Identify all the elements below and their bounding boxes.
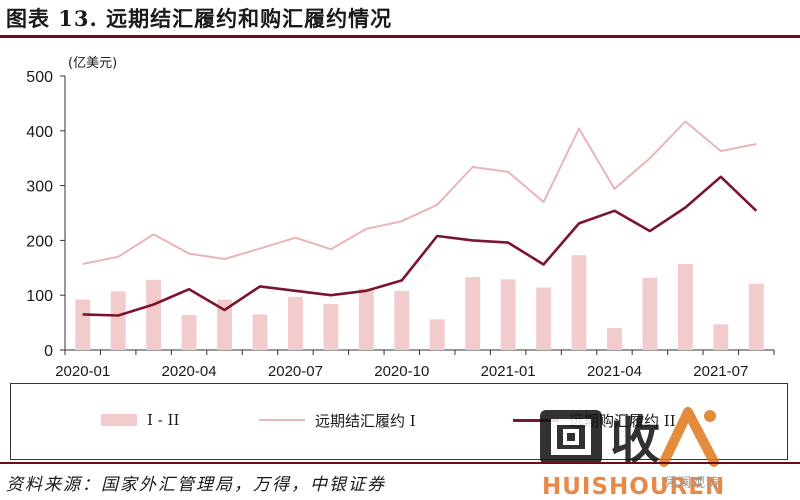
- bar: [358, 288, 374, 350]
- bar: [465, 277, 481, 350]
- legend-swatch-line-i: [259, 419, 305, 421]
- bar: [394, 290, 410, 350]
- source-bar: 资料来源：国家外汇管理局，万得，中银证券: [0, 462, 800, 500]
- bar: [677, 263, 693, 350]
- x-tick-label: 2020-04: [162, 363, 217, 380]
- bar: [323, 303, 339, 350]
- bar: [252, 314, 268, 350]
- bar: [500, 279, 516, 350]
- bar: [571, 255, 587, 350]
- chart: (亿美元) 0 100 200 300 400 500 2020-01 2020-04 2020…: [26, 56, 775, 380]
- x-tick-label: 2021-07: [693, 363, 748, 380]
- y-tick-label: 500: [26, 69, 53, 86]
- bar: [110, 291, 126, 350]
- watermark-person-icon: [659, 407, 719, 467]
- legend-label-line-i: 远期结汇履约 I: [315, 411, 416, 430]
- chart-title: 图表 13. 远期结汇履约和购汇履约情况: [6, 6, 393, 31]
- watermark-logo: 收 HUISHOUREN: [540, 407, 725, 500]
- legend-item-bar: I - II: [101, 410, 179, 430]
- bar: [75, 299, 91, 350]
- y-axis-label: (亿美元): [68, 56, 117, 71]
- x-tick-label: 2021-04: [587, 363, 642, 380]
- watermark-site-text: 凭澜观涛: [664, 476, 721, 491]
- source-note: 资料来源：国家外汇管理局，万得，中银证券: [6, 475, 386, 495]
- bar: [287, 296, 303, 350]
- x-tick-label: 2020-10: [374, 363, 429, 380]
- watermark-brand-text: HUISHOUREN: [542, 474, 725, 500]
- title-bar: 图表 13. 远期结汇履约和购汇履约情况: [0, 0, 800, 38]
- series-line-ii: [82, 175, 758, 317]
- bar: [217, 299, 232, 350]
- legend-swatch-bar: [101, 414, 137, 426]
- bar: [146, 279, 162, 350]
- x-tick-label: 2020-01: [55, 363, 110, 380]
- svg-text:收: 收: [610, 412, 660, 470]
- legend: I - II 远期结汇履约 I 远期购汇履约 II: [10, 383, 788, 460]
- x-tick-label: 2021-01: [481, 363, 536, 380]
- x-tick-label: 2020-07: [268, 363, 323, 380]
- bar: [748, 283, 764, 350]
- y-tick-label: 100: [26, 288, 53, 305]
- y-tick-label: 200: [26, 233, 53, 250]
- bar: [713, 324, 729, 350]
- watermark-square-icon: [540, 410, 602, 464]
- bar: [607, 328, 622, 350]
- plot-area: 0 100 200 300 400 500 2020-01 2020-04 2020-07 202…: [26, 69, 775, 380]
- legend-item-line-i: 远期结汇履约 I: [259, 410, 416, 430]
- y-tick-label: 0: [44, 343, 53, 360]
- legend-swatch-line-ii: [513, 418, 559, 422]
- bar: [429, 319, 445, 350]
- bar: [536, 287, 552, 350]
- legend-label-bar: I - II: [147, 411, 180, 429]
- y-tick-label: 400: [26, 124, 53, 141]
- bar: [642, 277, 658, 350]
- series-line-i: [82, 120, 757, 265]
- bar: [181, 314, 197, 350]
- y-tick-label: 300: [26, 179, 53, 196]
